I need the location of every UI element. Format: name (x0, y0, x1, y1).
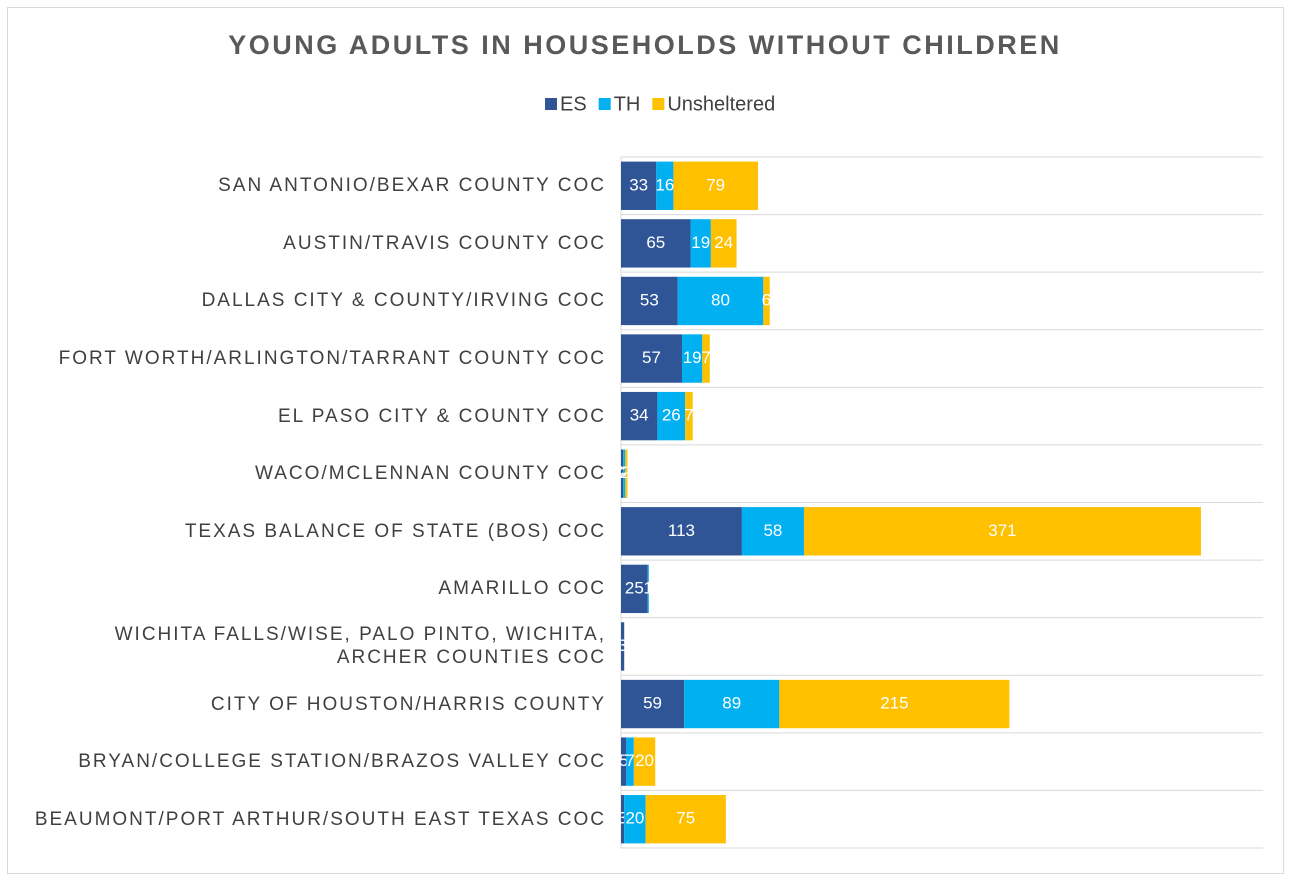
data-label: 79 (706, 175, 725, 194)
bar-segment (657, 391, 686, 441)
legend-swatch (652, 98, 665, 110)
bar-segment (623, 449, 626, 498)
data-label: 53 (640, 290, 659, 309)
data-label: 26 (662, 406, 681, 425)
bar-segment (779, 679, 1010, 729)
data-label: 7 (684, 406, 693, 425)
bar-segment (621, 737, 627, 786)
data-label: 20 (625, 809, 644, 828)
bar-segment (621, 334, 682, 383)
bar-segment (684, 679, 780, 729)
y-tick-label: BRYAN/COLLEGE STATION/BRAZOS VALLEY COC (78, 751, 606, 773)
data-label: 25 (625, 578, 644, 597)
y-tick-label: EL PASO CITY & COUNTY COC (277, 405, 606, 427)
data-label: 19 (683, 348, 702, 367)
bar-segment (621, 449, 624, 498)
bar-segment (621, 564, 648, 614)
bar-segment (621, 276, 678, 326)
bar-segment (685, 391, 693, 441)
data-label: 59 (643, 694, 662, 713)
data-label: 19 (691, 233, 710, 252)
data-label: 2 (617, 463, 626, 482)
data-label: 3 (618, 636, 627, 655)
y-tick-label: AUSTIN/TRAVIS COUNTY COC (283, 232, 606, 254)
data-label: 2 (622, 463, 631, 482)
bar-segment (621, 391, 658, 441)
data-label: 24 (714, 233, 733, 252)
legend-swatch (545, 98, 557, 110)
data-label: 215 (880, 694, 908, 713)
data-label: 113 (668, 521, 695, 540)
data-label: 65 (646, 233, 665, 252)
data-label: 6 (762, 290, 771, 309)
bar-segment (626, 737, 634, 786)
data-label: 33 (629, 175, 648, 194)
y-tick-label: AMARILLO COC (438, 578, 606, 600)
data-label: 34 (630, 406, 649, 425)
data-label: 7 (625, 751, 634, 770)
bar-segment (673, 161, 758, 210)
y-tick-label: FORT WORTH/ARLINGTON/TARRANT COUNTY COC (58, 348, 606, 370)
bar-segment (681, 334, 703, 383)
bar-segment (621, 219, 691, 268)
bar-segment (763, 276, 770, 326)
data-label: 57 (642, 348, 661, 367)
data-label: 7 (701, 348, 710, 367)
data-label: 58 (763, 521, 782, 540)
data-label: 89 (722, 694, 741, 713)
legend-label: TH (614, 93, 641, 115)
y-tick-label: SAN ANTONIO/BEXAR COUNTY COC (218, 175, 606, 197)
bar-segment (710, 219, 737, 268)
data-label: 16 (655, 175, 674, 194)
y-tick-label: DALLAS CITY & COUNTY/IRVING COC (201, 290, 606, 312)
bar-segment (624, 795, 646, 844)
data-label: 20 (635, 751, 654, 770)
y-tick-label: WICHITA FALLS/WISE, PALO PINTO, WICHITA,… (114, 624, 606, 669)
data-label: 371 (988, 521, 1016, 540)
bar-segment (690, 219, 711, 268)
y-tick-label: CITY OF HOUSTON/HARRIS COUNTY (210, 693, 606, 715)
bar-segment (621, 161, 657, 210)
bar-segment (621, 795, 625, 844)
legend-swatch (598, 98, 611, 110)
chart-title: YOUNG ADULTS IN HOUSEHOLDS WITHOUT CHILD… (228, 30, 1061, 60)
legend-label: ES (560, 93, 587, 115)
data-label: 5 (619, 751, 628, 770)
data-label: 2 (619, 463, 628, 482)
bar-segment (677, 276, 764, 326)
bar-segment (647, 564, 649, 614)
bar-segment (621, 679, 685, 729)
bar-segment (621, 507, 742, 556)
y-tick-label: BEAUMONT/PORT ARTHUR/SOUTH EAST TEXAS CO… (34, 808, 606, 830)
y-tick-label: WACO/MCLENNAN COUNTY COC (255, 463, 606, 485)
bar-segment (803, 507, 1201, 556)
bar-segment (633, 737, 656, 786)
bar-segment (656, 161, 674, 210)
bar-segment (741, 507, 804, 556)
bar-segment (702, 334, 710, 383)
bar-segment (645, 795, 726, 844)
legend-label: Unsheltered (667, 93, 775, 115)
y-tick-label: TEXAS BALANCE OF STATE (BOS) COC (184, 520, 606, 542)
bar-segment (621, 622, 625, 671)
data-label: 1 (644, 578, 653, 597)
data-label: 3 (618, 809, 627, 828)
data-label: 80 (711, 290, 730, 309)
data-label: 75 (676, 809, 695, 828)
bar-segment (625, 449, 628, 498)
